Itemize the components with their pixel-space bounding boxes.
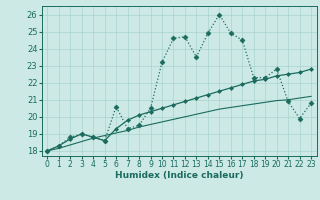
X-axis label: Humidex (Indice chaleur): Humidex (Indice chaleur) (115, 171, 244, 180)
